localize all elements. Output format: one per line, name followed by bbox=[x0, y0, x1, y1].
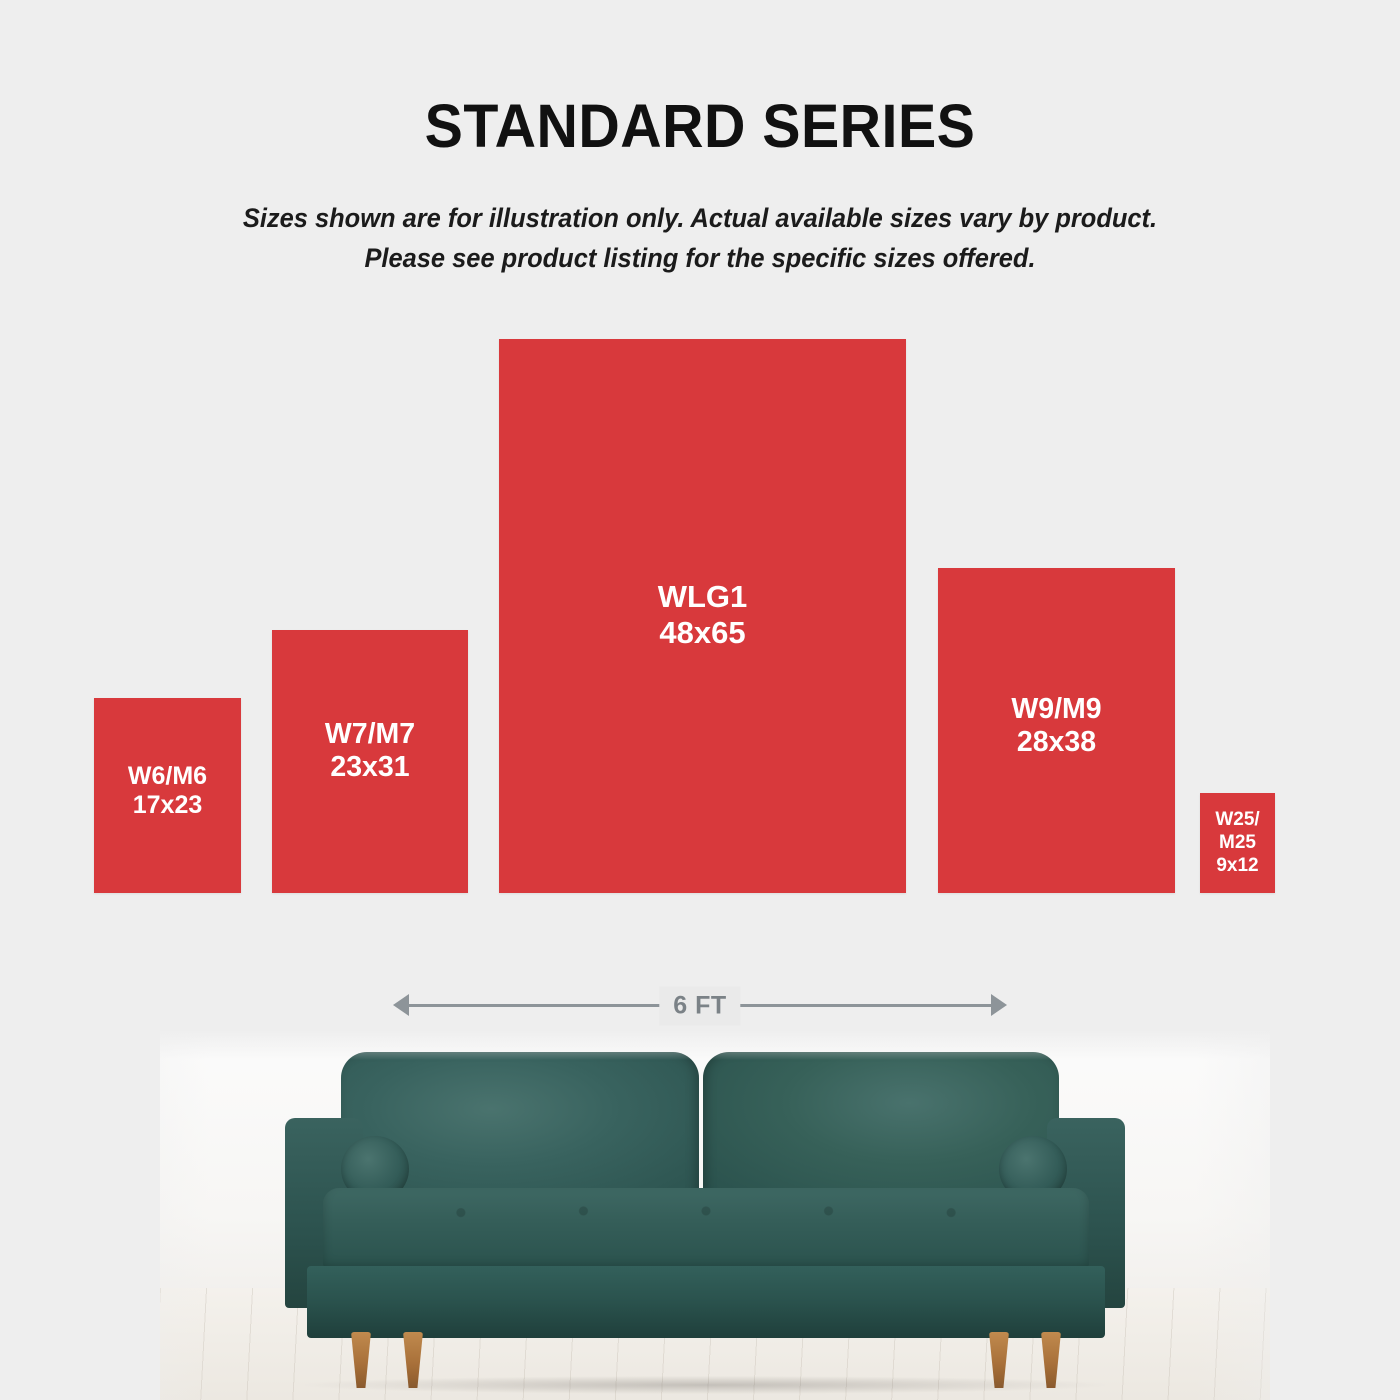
size-frame-w7-m7[interactable]: W7/M7 23x31 bbox=[272, 630, 468, 893]
arrow-right-icon bbox=[991, 994, 1007, 1016]
frame-code: WLG1 bbox=[657, 579, 748, 614]
header: STANDARD SERIES Sizes shown are for illu… bbox=[0, 0, 1400, 279]
frame-dimensions: 23x31 bbox=[330, 751, 410, 784]
sofa-illustration bbox=[285, 1040, 1125, 1394]
size-frame-wlg1[interactable]: WLG1 48x65 bbox=[499, 339, 906, 893]
frame-dimensions: 9x12 bbox=[1216, 855, 1259, 877]
dimension-label: 6 FT bbox=[659, 986, 741, 1026]
frame-code: W9/M9 bbox=[1011, 693, 1102, 725]
sofa-base bbox=[307, 1266, 1105, 1338]
subtitle-line-1: Sizes shown are for illustration only. A… bbox=[242, 203, 1158, 233]
subtitle: Sizes shown are for illustration only. A… bbox=[28, 199, 1372, 279]
frame-code-line-1: W25/ bbox=[1215, 809, 1260, 830]
frame-dimensions: 28x38 bbox=[1016, 726, 1097, 759]
frame-dimensions: 48x65 bbox=[659, 614, 746, 650]
frame-code: W7/M7 bbox=[324, 718, 416, 750]
page-title: STANDARD SERIES bbox=[424, 92, 976, 160]
frame-dimensions: 17x23 bbox=[132, 791, 203, 819]
size-frame-w25-m25[interactable]: W25/ M25 9x12 bbox=[1200, 793, 1275, 893]
dimension-indicator: 6 FT bbox=[393, 986, 1007, 1026]
size-frame-w9-m9[interactable]: W9/M9 28x38 bbox=[938, 568, 1175, 893]
sofa-shadow bbox=[305, 1376, 1105, 1394]
arrow-left-icon bbox=[393, 994, 409, 1016]
frame-code: W6/M6 bbox=[127, 762, 208, 790]
sofa-seat-cushion bbox=[323, 1188, 1089, 1270]
subtitle-line-2: Please see product listing for the speci… bbox=[364, 242, 1036, 273]
sofa-reference-photo bbox=[0, 1030, 1400, 1400]
size-frame-w6-m6[interactable]: W6/M6 17x23 bbox=[94, 698, 241, 893]
frame-code-line-2: M25 bbox=[1219, 832, 1256, 854]
